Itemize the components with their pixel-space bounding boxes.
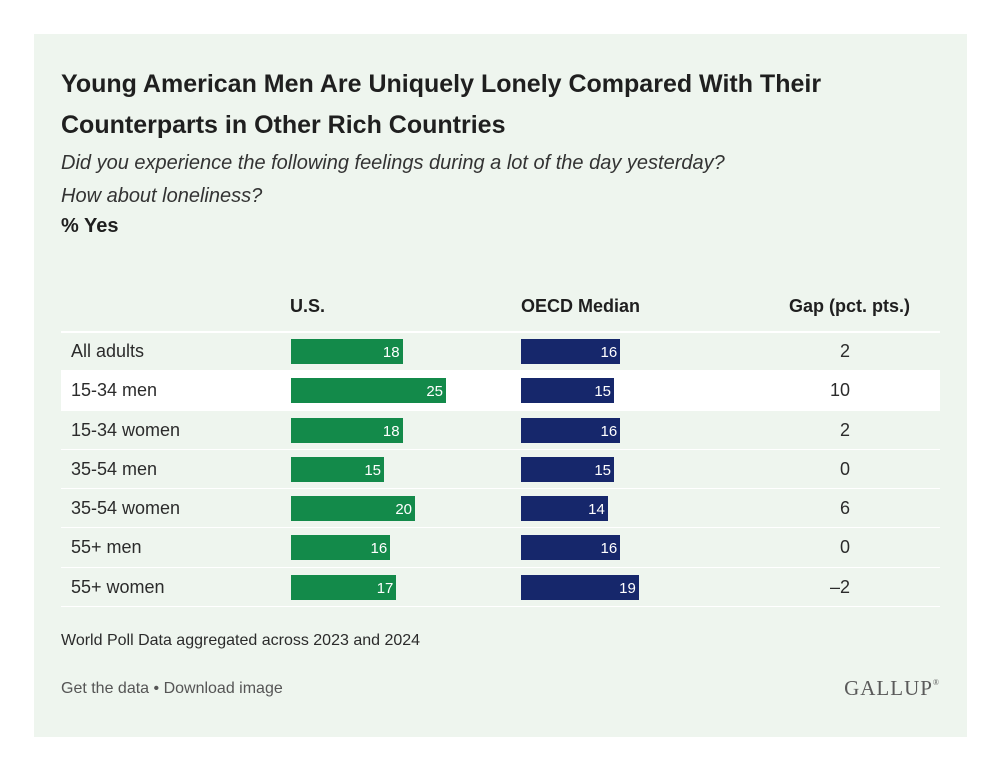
column-header-oecd: OECD Median xyxy=(521,296,641,316)
gap-value: 2 xyxy=(839,341,850,361)
get-data-link[interactable]: Get the data xyxy=(61,680,150,697)
registered-mark: ® xyxy=(932,678,940,687)
data-label: 15 xyxy=(594,461,611,479)
source-note: World Poll Data aggregated across 2023 a… xyxy=(61,632,421,649)
table-row: 35-54 women 20 14 6 xyxy=(61,489,940,529)
table-row: 55+ men 16 16 0 xyxy=(61,528,940,568)
chart-subtitle: Did you experience the following feeling… xyxy=(61,147,921,213)
data-label: 18 xyxy=(382,344,400,361)
chart-title: Young American Men Are Uniquely Lonely C… xyxy=(61,70,822,139)
bar-oecd-median: 14 xyxy=(521,496,608,522)
table-row: 15-34 women 18 16 2 xyxy=(61,411,940,450)
gap-value: 0 xyxy=(839,537,850,558)
bar-us: 25 xyxy=(291,378,446,404)
data-label: 16 xyxy=(600,422,618,440)
data-label: 19 xyxy=(619,579,636,597)
subtitle-line-2: How about loneliness? xyxy=(61,185,263,207)
table-row: 15-34 men 25 15 10 xyxy=(61,371,940,411)
bar-oecd-median: 16 xyxy=(521,417,621,443)
gap-value: 10 xyxy=(829,380,850,401)
data-label: 16 xyxy=(600,344,618,361)
chart-rows: All adults 18 16 2 15-34 men 25 15 10 15-34 wome… xyxy=(61,332,940,608)
category-label: 55+ women xyxy=(71,576,165,597)
footer-separator: • xyxy=(149,680,164,697)
bar-us: 17 xyxy=(291,574,397,600)
gap-value: –2 xyxy=(829,576,850,597)
bar-oecd-median: 15 xyxy=(521,378,614,404)
table-row: All adults 18 16 2 xyxy=(61,332,940,372)
bar-us: 15 xyxy=(291,456,384,482)
gallup-logo: GALLUP® xyxy=(844,676,940,701)
bar-oecd-median: 16 xyxy=(521,535,621,561)
bar-oecd-median: 15 xyxy=(521,456,614,482)
brand-name: GALLUP xyxy=(844,676,933,700)
chart-card: Young American Men Are Uniquely Lonely C… xyxy=(34,34,967,737)
data-label: 25 xyxy=(426,383,443,401)
unit-label: % Yes xyxy=(61,215,119,237)
bar-us: 18 xyxy=(291,339,403,364)
data-label: 15 xyxy=(594,383,611,401)
category-label: 35-54 women xyxy=(71,498,181,519)
bar-oecd-median: 19 xyxy=(521,574,639,600)
download-image-link[interactable]: Download image xyxy=(163,680,283,697)
table-row: 35-54 men 15 15 0 xyxy=(61,450,940,490)
header-divider xyxy=(61,331,940,333)
category-label: All adults xyxy=(71,341,145,361)
data-label: 16 xyxy=(370,540,388,558)
column-header-us: U.S. xyxy=(290,296,326,316)
footer-links: Get the data • Download image xyxy=(61,680,283,698)
bar-us: 18 xyxy=(291,417,403,443)
bar-us: 20 xyxy=(291,496,415,522)
category-label: 15-34 men xyxy=(71,380,158,401)
gap-value: 2 xyxy=(839,419,850,440)
data-label: 18 xyxy=(382,422,400,440)
category-label: 55+ men xyxy=(71,537,142,558)
gap-value: 6 xyxy=(839,498,850,519)
data-label: 15 xyxy=(364,461,381,479)
category-label: 15-34 women xyxy=(71,419,181,440)
data-label: 14 xyxy=(588,501,605,519)
table-row: 55+ women 17 19 –2 xyxy=(61,568,940,608)
column-header-gap: Gap (pct. pts.) xyxy=(789,296,910,316)
category-label: 35-54 men xyxy=(71,458,158,479)
bar-us: 16 xyxy=(291,535,391,561)
subtitle-line-1: Did you experience the following feeling… xyxy=(61,152,725,174)
data-label: 17 xyxy=(376,579,394,597)
data-label: 16 xyxy=(600,540,618,558)
data-label: 20 xyxy=(395,501,412,519)
bar-oecd-median: 16 xyxy=(521,339,621,364)
gap-value: 0 xyxy=(839,458,850,479)
